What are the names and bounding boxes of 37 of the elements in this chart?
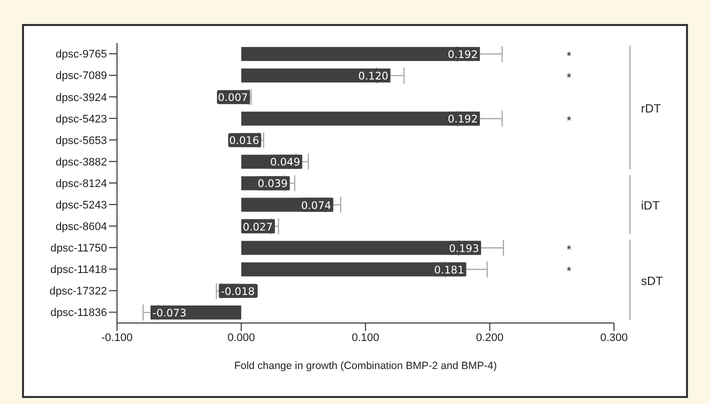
annotation: * [566,70,572,84]
x-axis-title: Fold change in growth (Combination BMP-2 and BMP-4) [234,360,497,372]
y-tick-label: dpsc-5653 [56,134,107,147]
data-label: 0.074 [301,200,332,212]
data-label: -0.073 [152,307,186,320]
y-tick-label: dpsc-3924 [56,92,107,104]
text: iDT [641,198,660,213]
x-tick-label: -0.100 [101,332,133,344]
text: rDT [641,102,662,116]
annotation: * [566,242,572,257]
y-tick-label: dpsc-8604 [56,220,107,233]
x-tick-label: 0.100 [352,332,380,344]
annotation: * [566,264,572,278]
data-label: 0.181 [434,264,464,276]
x-tick-label: 0.000 [227,332,256,344]
y-tick-label: dpsc-9765 [56,48,107,61]
y-tick-label: dpsc-17322 [50,286,107,298]
data-label: 0.192 [448,114,478,126]
annotation: * [566,48,572,63]
y-tick-label: dpsc-5423 [56,113,107,126]
y-tick-label: dpsc-3882 [56,156,107,168]
annotation: * [566,113,572,128]
y-tick-label: dpsc-8124 [56,178,107,190]
y-tick-label: dpsc-11418 [50,264,107,276]
x-tick-label: 0.300 [600,332,628,344]
y-tick-label: dpsc-5243 [56,199,107,212]
y-tick-label: dpsc-7089 [56,70,107,82]
data-label: 0.120 [358,70,388,83]
y-tick-label: dpsc-11750 [50,242,107,255]
x-tick-label: 0.200 [476,332,504,344]
data-label: 0.193 [448,242,480,255]
data-label: 0.049 [270,156,300,169]
text: sDT [641,274,664,288]
data-label: 0.027 [242,221,273,234]
data-label: 0.192 [448,49,478,61]
data-label: 0.039 [258,178,288,190]
y-tick-label: dpsc-11836 [50,307,107,320]
